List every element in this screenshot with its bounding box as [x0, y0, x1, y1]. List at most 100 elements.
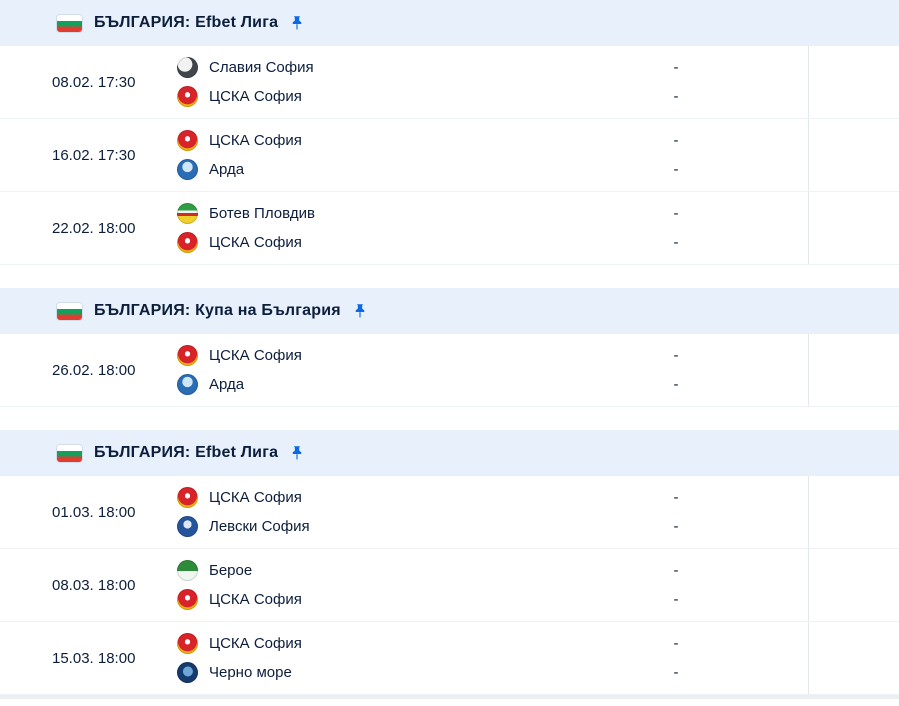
- team-score: -: [673, 489, 679, 506]
- match-teams: Славия София - ЦСКА София -: [177, 46, 808, 118]
- arda-crest-icon: [177, 159, 198, 180]
- team-name[interactable]: ЦСКА София: [209, 132, 302, 149]
- match-datetime: 22.02. 18:00: [52, 219, 136, 237]
- odds-column: [808, 476, 899, 548]
- cska-sofia-crest-icon: [177, 589, 198, 610]
- team-score: -: [673, 562, 679, 579]
- team-score: -: [673, 518, 679, 535]
- match-datetime: 01.03. 18:00: [52, 503, 136, 521]
- pin-icon[interactable]: [289, 443, 305, 463]
- pin-icon[interactable]: [289, 13, 305, 33]
- section-title[interactable]: БЪЛГАРИЯ: Efbet Лига: [94, 14, 279, 31]
- match-teams: ЦСКА София - Арда -: [177, 334, 808, 406]
- next-section-edge: [0, 695, 899, 699]
- team-row: ЦСКА София -: [177, 126, 808, 155]
- league-header: БЪЛГАРИЯ: Efbet Лига: [0, 430, 899, 476]
- match-datetime: 08.02. 17:30: [52, 73, 136, 91]
- team-score: -: [673, 88, 679, 105]
- team-score: -: [673, 347, 679, 364]
- league-header: БЪЛГАРИЯ: Купа на България: [0, 288, 899, 334]
- team-row: Славия София -: [177, 53, 808, 82]
- match-teams: ЦСКА София - Арда -: [177, 119, 808, 191]
- odds-column: [808, 622, 899, 694]
- match-datetime: 08.03. 18:00: [52, 576, 136, 594]
- league-section: БЪЛГАРИЯ: Купа на България 26.02. 18:00 …: [0, 288, 899, 407]
- cska-sofia-crest-icon: [177, 345, 198, 366]
- team-name[interactable]: ЦСКА София: [209, 234, 302, 251]
- odds-column: [808, 192, 899, 264]
- odds-column: [808, 46, 899, 118]
- match-row[interactable]: 26.02. 18:00 ЦСКА София - Арда -: [0, 334, 899, 407]
- levski-sofia-crest-icon: [177, 516, 198, 537]
- cska-sofia-crest-icon: [177, 130, 198, 151]
- team-score: -: [673, 132, 679, 149]
- match-list: 26.02. 18:00 ЦСКА София - Арда -: [0, 334, 899, 407]
- team-name[interactable]: ЦСКА София: [209, 347, 302, 364]
- team-name[interactable]: ЦСКА София: [209, 591, 302, 608]
- match-datetime: 15.03. 18:00: [52, 649, 136, 667]
- cska-sofia-crest-icon: [177, 232, 198, 253]
- match-list: 01.03. 18:00 ЦСКА София - Левски София -…: [0, 476, 899, 695]
- match-row[interactable]: 01.03. 18:00 ЦСКА София - Левски София -: [0, 476, 899, 549]
- team-score: -: [673, 234, 679, 251]
- team-score: -: [673, 635, 679, 652]
- cska-sofia-crest-icon: [177, 633, 198, 654]
- match-list: 08.02. 17:30 Славия София - ЦСКА София -…: [0, 46, 899, 265]
- team-row: Левски София -: [177, 512, 808, 541]
- team-score: -: [673, 376, 679, 393]
- cska-sofia-crest-icon: [177, 86, 198, 107]
- team-name[interactable]: Черно море: [209, 664, 292, 681]
- team-score: -: [673, 59, 679, 76]
- match-datetime: 26.02. 18:00: [52, 361, 136, 379]
- odds-column: [808, 549, 899, 621]
- botev-plovdiv-crest-icon: [177, 203, 198, 224]
- match-teams: Ботев Пловдив - ЦСКА София -: [177, 192, 808, 264]
- team-row: Ботев Пловдив -: [177, 199, 808, 228]
- team-row: Арда -: [177, 155, 808, 184]
- match-row[interactable]: 08.03. 18:00 Берое - ЦСКА София -: [0, 549, 899, 622]
- match-row[interactable]: 08.02. 17:30 Славия София - ЦСКА София -: [0, 46, 899, 119]
- section-title[interactable]: БЪЛГАРИЯ: Efbet Лига: [94, 444, 279, 461]
- bulgaria-flag-icon: [57, 302, 82, 320]
- team-name[interactable]: Арда: [209, 376, 245, 393]
- match-teams: ЦСКА София - Левски София -: [177, 476, 808, 548]
- match-row[interactable]: 15.03. 18:00 ЦСКА София - Черно море -: [0, 622, 899, 695]
- pin-icon[interactable]: [352, 301, 368, 321]
- team-name[interactable]: Левски София: [209, 518, 310, 535]
- bulgaria-flag-icon: [57, 444, 82, 462]
- bulgaria-flag-icon: [57, 14, 82, 32]
- match-row[interactable]: 22.02. 18:00 Ботев Пловдив - ЦСКА София …: [0, 192, 899, 265]
- beroe-crest-icon: [177, 560, 198, 581]
- league-section: БЪЛГАРИЯ: Efbet Лига 08.02. 17:30 Славия…: [0, 0, 899, 265]
- team-name[interactable]: Берое: [209, 562, 253, 579]
- match-datetime: 16.02. 17:30: [52, 146, 136, 164]
- cska-sofia-crest-icon: [177, 487, 198, 508]
- team-row: ЦСКА София -: [177, 341, 808, 370]
- match-teams: Берое - ЦСКА София -: [177, 549, 808, 621]
- team-name[interactable]: ЦСКА София: [209, 88, 302, 105]
- team-row: Арда -: [177, 370, 808, 399]
- team-row: ЦСКА София -: [177, 228, 808, 257]
- team-name[interactable]: Арда: [209, 161, 245, 178]
- odds-column: [808, 334, 899, 406]
- league-header: БЪЛГАРИЯ: Efbet Лига: [0, 0, 899, 46]
- team-score: -: [673, 205, 679, 222]
- team-row: ЦСКА София -: [177, 585, 808, 614]
- arda-crest-icon: [177, 374, 198, 395]
- team-score: -: [673, 591, 679, 608]
- team-name[interactable]: Славия София: [209, 59, 314, 76]
- team-name[interactable]: ЦСКА София: [209, 489, 302, 506]
- slavia-sofia-crest-icon: [177, 57, 198, 78]
- team-name[interactable]: Ботев Пловдив: [209, 205, 315, 222]
- section-title[interactable]: БЪЛГАРИЯ: Купа на България: [94, 302, 341, 319]
- team-score: -: [673, 161, 679, 178]
- odds-column: [808, 119, 899, 191]
- team-row: ЦСКА София -: [177, 629, 808, 658]
- team-score: -: [673, 664, 679, 681]
- match-teams: ЦСКА София - Черно море -: [177, 622, 808, 694]
- league-section: БЪЛГАРИЯ: Efbet Лига 01.03. 18:00 ЦСКА С…: [0, 430, 899, 695]
- team-row: ЦСКА София -: [177, 82, 808, 111]
- team-name[interactable]: ЦСКА София: [209, 635, 302, 652]
- match-row[interactable]: 16.02. 17:30 ЦСКА София - Арда -: [0, 119, 899, 192]
